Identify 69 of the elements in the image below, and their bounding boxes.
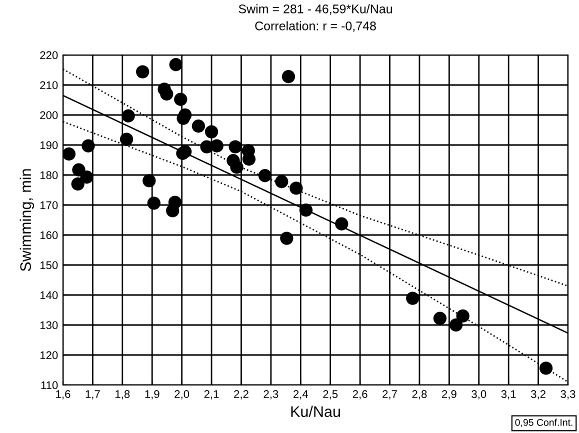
x-tick-label: 3,0 (472, 390, 486, 400)
point (82, 139, 95, 152)
point (142, 174, 156, 188)
point (449, 318, 463, 332)
chart-title: Swim = 281 - 46,59*Ku/Nau (238, 4, 392, 15)
point (63, 147, 76, 161)
y-tick-label: 190 (40, 141, 58, 150)
point (122, 109, 135, 122)
point (433, 312, 447, 325)
point (258, 169, 272, 182)
x-tick-label: 2,7 (382, 390, 397, 400)
point (230, 160, 244, 174)
point (290, 182, 303, 195)
x-tick-label: 3,2 (530, 390, 546, 400)
point (275, 175, 288, 188)
point (174, 92, 188, 106)
y-tick-label: 180 (40, 171, 58, 180)
x-axis-title: Ku/Nau (291, 406, 340, 417)
point (176, 112, 190, 125)
x-tick-label: 1,9 (145, 390, 160, 400)
x-tick-label: 3,3 (560, 390, 576, 400)
point (539, 362, 553, 375)
y-tick-label: 200 (40, 111, 58, 120)
point (228, 140, 242, 154)
y-tick-label: 130 (40, 321, 58, 330)
y-tick-label: 170 (40, 201, 58, 210)
x-tick-label: 2,6 (352, 390, 368, 400)
point (147, 196, 160, 210)
x-tick-label: 2,2 (234, 390, 248, 400)
point (178, 145, 192, 158)
x-tick-label: 2,8 (412, 390, 427, 400)
x-tick-label: 2,9 (442, 390, 456, 400)
chart-subtitle: Correlation: r = -0,748 (255, 21, 376, 32)
point (192, 120, 206, 133)
x-tick-label: 3,1 (501, 390, 516, 400)
x-tick-label: 1,8 (116, 390, 130, 400)
point (335, 217, 348, 230)
point (280, 232, 294, 245)
y-tick-label: 220 (40, 51, 58, 60)
point (169, 58, 182, 72)
x-tick-label: 2,0 (174, 390, 190, 400)
y-tick-label: 110 (41, 381, 58, 390)
point (71, 177, 84, 191)
y-tick-label: 150 (40, 261, 58, 270)
point (80, 170, 94, 184)
text: 0,95 Conf.Int. (515, 418, 572, 428)
point (210, 139, 224, 152)
y-tick-label: 210 (40, 81, 58, 90)
y-tick-label: 160 (40, 231, 58, 240)
point (136, 65, 150, 78)
point (299, 204, 313, 217)
y-tick-label: 140 (40, 291, 58, 300)
y-tick-label: 120 (40, 351, 58, 360)
point (456, 309, 470, 323)
point (72, 163, 86, 176)
point (168, 196, 182, 209)
x-tick-label: 2,3 (264, 390, 278, 400)
point (242, 152, 256, 166)
y-axis-title: Swimming, min (20, 169, 34, 272)
point (282, 70, 296, 84)
point (120, 132, 134, 146)
x-tick-label: 1,6 (56, 390, 70, 400)
x-tick-label: 2,4 (293, 390, 308, 400)
point (160, 87, 174, 101)
x-tick-label: 2,5 (323, 390, 338, 400)
x-tick-label: 2,1 (204, 390, 219, 400)
point (204, 125, 218, 138)
x-tick-label: 1,7 (86, 390, 100, 400)
point (406, 292, 420, 305)
